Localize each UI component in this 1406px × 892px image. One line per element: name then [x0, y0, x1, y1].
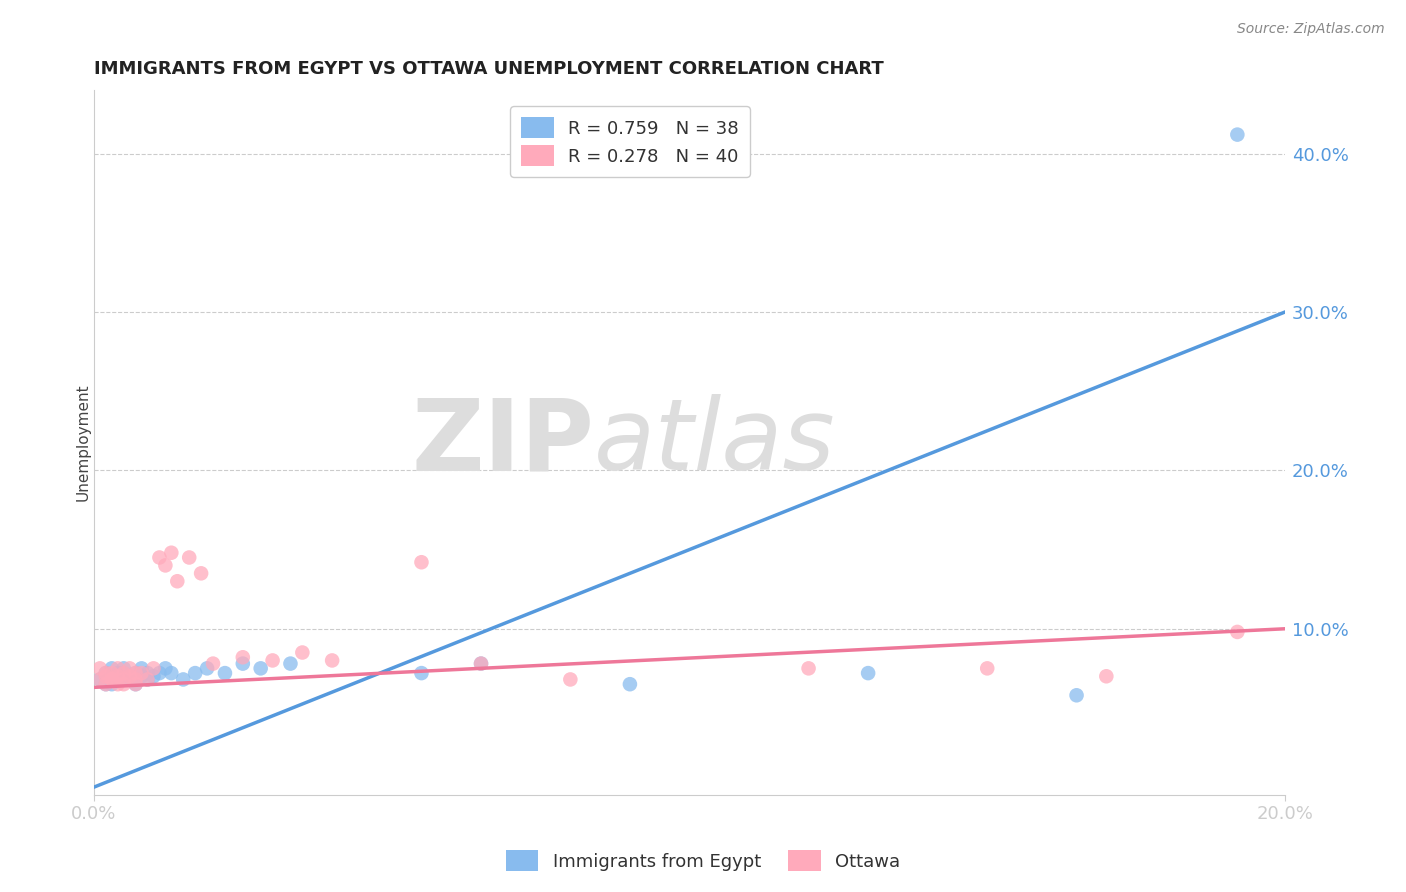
- Point: [214, 666, 236, 681]
- Point: [166, 574, 188, 589]
- Point: [155, 558, 177, 573]
- Point: [1095, 669, 1118, 683]
- Point: [856, 666, 879, 681]
- Point: [291, 646, 314, 660]
- Text: IMMIGRANTS FROM EGYPT VS OTTAWA UNEMPLOYMENT CORRELATION CHART: IMMIGRANTS FROM EGYPT VS OTTAWA UNEMPLOY…: [94, 60, 884, 78]
- Point: [136, 673, 159, 687]
- Point: [131, 666, 153, 681]
- Point: [124, 673, 146, 687]
- Point: [619, 677, 641, 691]
- Point: [411, 666, 433, 681]
- Point: [112, 677, 135, 691]
- Point: [179, 550, 201, 565]
- Point: [112, 673, 135, 687]
- Point: [124, 666, 146, 681]
- Point: [797, 661, 820, 675]
- Point: [411, 555, 433, 569]
- Point: [112, 673, 135, 687]
- Legend: Immigrants from Egypt, Ottawa: Immigrants from Egypt, Ottawa: [499, 843, 907, 879]
- Point: [131, 669, 153, 683]
- Point: [1066, 688, 1088, 702]
- Point: [1226, 624, 1249, 639]
- Point: [184, 666, 207, 681]
- Point: [101, 677, 124, 691]
- Point: [148, 550, 170, 565]
- Point: [470, 657, 492, 671]
- Point: [321, 653, 343, 667]
- Point: [232, 657, 254, 671]
- Point: [136, 666, 159, 681]
- Point: [118, 673, 141, 687]
- Point: [131, 661, 153, 675]
- Point: [94, 669, 117, 683]
- Point: [107, 673, 129, 687]
- Point: [190, 566, 212, 581]
- Point: [107, 669, 129, 683]
- Point: [142, 661, 165, 675]
- Point: [124, 673, 146, 687]
- Point: [124, 677, 146, 691]
- Point: [107, 666, 129, 681]
- Legend: R = 0.759   N = 38, R = 0.278   N = 40: R = 0.759 N = 38, R = 0.278 N = 40: [510, 106, 749, 177]
- Point: [560, 673, 582, 687]
- Point: [118, 669, 141, 683]
- Point: [101, 673, 124, 687]
- Point: [976, 661, 998, 675]
- Point: [107, 677, 129, 691]
- Point: [112, 666, 135, 681]
- Point: [118, 669, 141, 683]
- Point: [94, 677, 117, 691]
- Point: [94, 677, 117, 691]
- Point: [202, 657, 225, 671]
- Point: [94, 666, 117, 681]
- Point: [195, 661, 218, 675]
- Point: [160, 666, 183, 681]
- Point: [232, 650, 254, 665]
- Text: atlas: atlas: [595, 394, 835, 491]
- Point: [148, 666, 170, 681]
- Point: [118, 661, 141, 675]
- Point: [101, 669, 124, 683]
- Point: [94, 666, 117, 681]
- Point: [89, 673, 111, 687]
- Point: [1226, 128, 1249, 142]
- Text: Source: ZipAtlas.com: Source: ZipAtlas.com: [1237, 22, 1385, 37]
- Point: [280, 657, 302, 671]
- Point: [112, 666, 135, 681]
- Point: [142, 669, 165, 683]
- Point: [262, 653, 284, 667]
- Y-axis label: Unemployment: Unemployment: [76, 384, 90, 501]
- Point: [112, 661, 135, 675]
- Point: [172, 673, 194, 687]
- Text: ZIP: ZIP: [412, 394, 595, 491]
- Point: [136, 673, 159, 687]
- Point: [470, 657, 492, 671]
- Point: [107, 661, 129, 675]
- Point: [89, 661, 111, 675]
- Point: [101, 673, 124, 687]
- Point: [160, 546, 183, 560]
- Point: [101, 666, 124, 681]
- Point: [107, 669, 129, 683]
- Point: [101, 661, 124, 675]
- Point: [89, 673, 111, 687]
- Point: [249, 661, 271, 675]
- Point: [155, 661, 177, 675]
- Point: [124, 666, 146, 681]
- Point: [124, 677, 146, 691]
